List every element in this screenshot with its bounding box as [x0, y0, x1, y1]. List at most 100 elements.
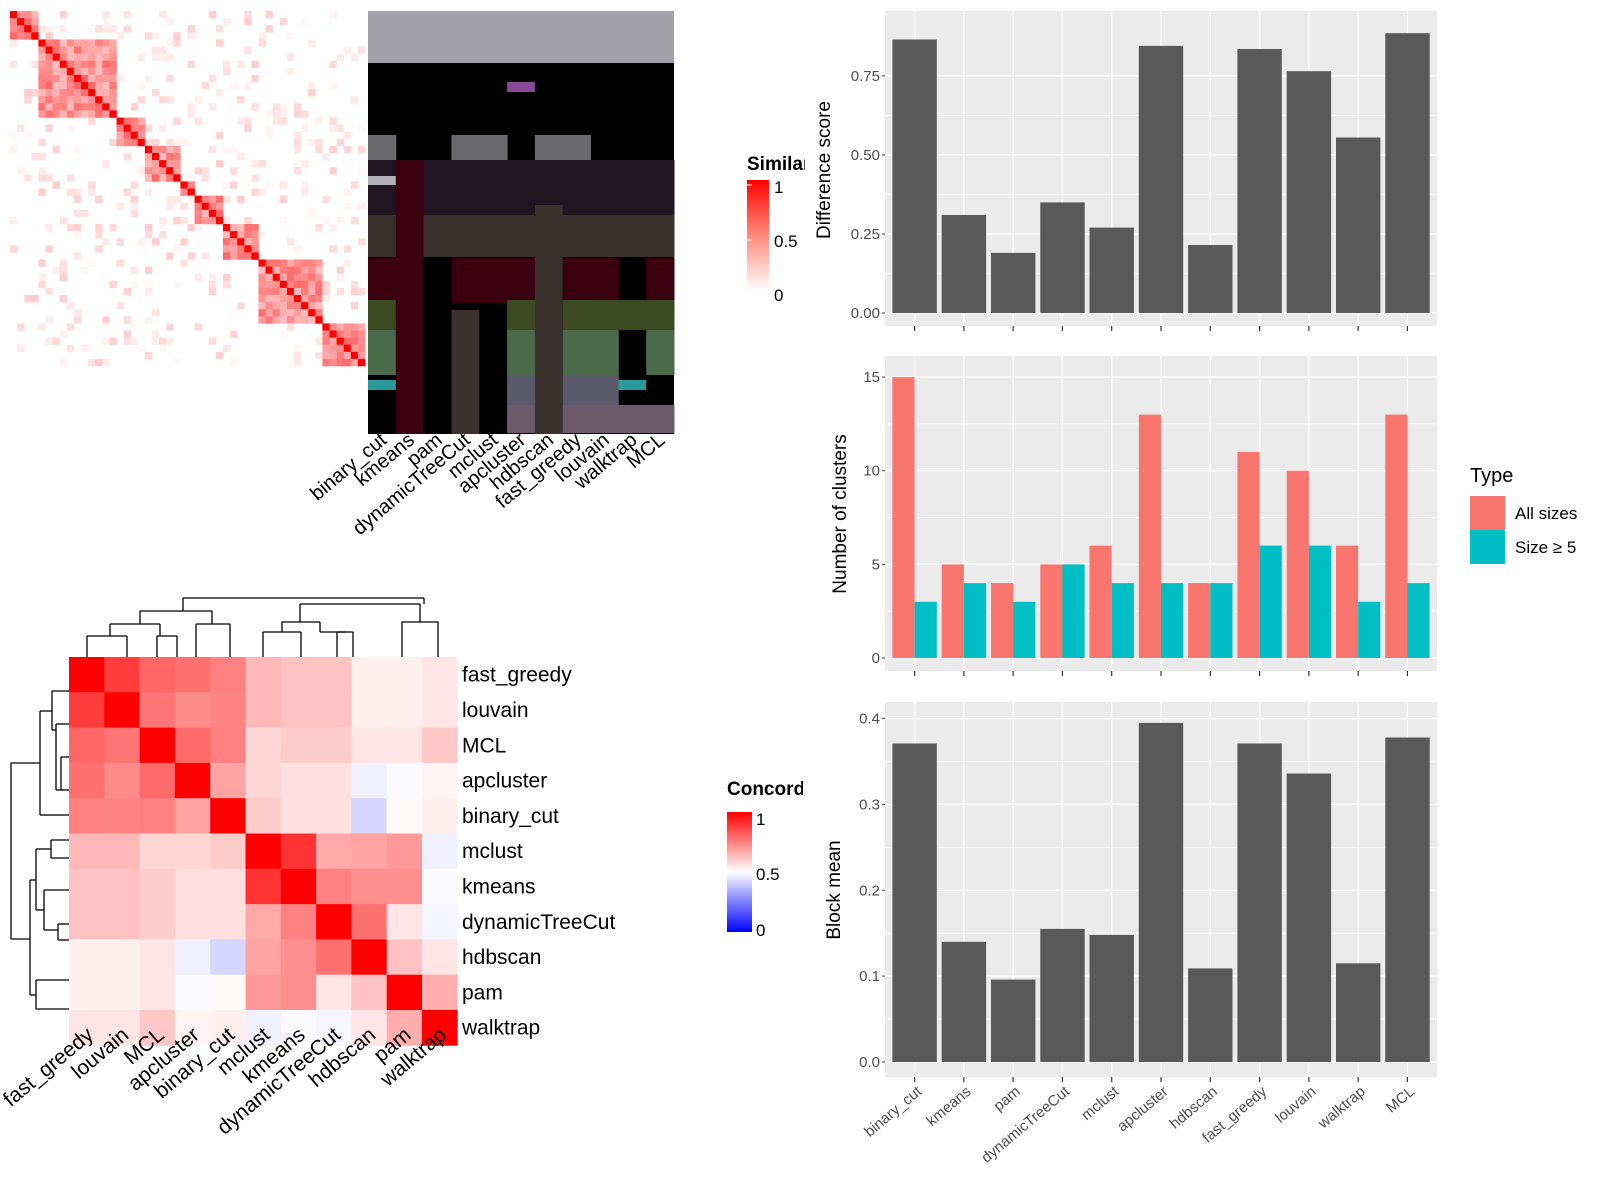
- similarity-cell: [272, 259, 281, 267]
- similarity-cell: [357, 167, 366, 175]
- similarity-cell: [88, 74, 96, 83]
- similarity-cell: [88, 188, 96, 196]
- similarity-cell: [258, 231, 266, 239]
- similarity-cell: [59, 74, 68, 83]
- similarity-cell: [294, 344, 302, 353]
- similarity-cell: [24, 96, 32, 104]
- similarity-cell: [286, 323, 295, 331]
- annotation-block: [368, 258, 397, 303]
- similarity-cell: [38, 103, 46, 111]
- similarity-cell: [286, 316, 295, 324]
- similarity-cell: [215, 195, 224, 203]
- similarity-cell: [230, 181, 238, 189]
- concordance-cell: [386, 833, 423, 870]
- similarity-cell: [31, 295, 39, 303]
- similarity-cell: [350, 181, 359, 189]
- concordance-cell: [316, 939, 352, 976]
- similarity-cell: [350, 330, 359, 338]
- similarity-cell: [52, 103, 60, 111]
- similarity-cell: [45, 60, 53, 69]
- similarity-cell: [144, 316, 153, 324]
- similarity-cell: [308, 138, 316, 147]
- concordance-cell: [386, 727, 423, 764]
- legend-swatch-all-sizes: [1470, 496, 1505, 530]
- similarity-cell: [244, 46, 252, 54]
- annotation-block: [423, 160, 452, 215]
- similarity-cell: [272, 280, 281, 289]
- similarity-cell: [31, 60, 39, 69]
- similarity-cell: [130, 280, 139, 289]
- similarity-cell: [144, 32, 153, 40]
- similarity-cell: [223, 195, 231, 203]
- annotation-band: [368, 11, 674, 63]
- similarity-cell: [73, 231, 82, 239]
- similarity-cell: [357, 202, 366, 211]
- similarity-cell: [81, 67, 89, 76]
- similarity-cell: [329, 60, 337, 69]
- bar: [1336, 545, 1359, 658]
- concordance-cell: [245, 727, 282, 764]
- similarity-cell: [294, 266, 302, 274]
- similarity-cell: [123, 138, 131, 147]
- annotation-block: [646, 300, 675, 330]
- similarity-colorbar: [747, 180, 769, 291]
- similarity-cell: [251, 103, 259, 111]
- similarity-tick-1: 1: [774, 178, 783, 197]
- similarity-cell: [66, 53, 75, 61]
- concordance-cell: [69, 833, 105, 870]
- y-tick-label: 5: [872, 556, 880, 573]
- similarity-cell: [123, 330, 131, 338]
- similarity-cell: [180, 188, 188, 196]
- similarity-cell: [223, 181, 231, 189]
- similarity-cell: [95, 39, 103, 47]
- similarity-cell: [45, 174, 53, 182]
- concordance-cell: [316, 1010, 352, 1046]
- similarity-cell: [59, 266, 68, 274]
- similarity-cell: [102, 46, 110, 54]
- similarity-cell: [59, 273, 68, 282]
- similarity-cell: [130, 209, 139, 218]
- similarity-cell: [294, 309, 302, 317]
- similarity-cell: [81, 103, 89, 111]
- similarity-cell: [109, 82, 117, 90]
- similarity-cell: [315, 337, 323, 345]
- similarity-cell: [279, 330, 288, 338]
- similarity-cell: [31, 32, 39, 40]
- similarity-cell: [251, 224, 259, 232]
- similarity-cell: [329, 145, 337, 154]
- bar: [1188, 583, 1211, 658]
- similarity-cell: [336, 266, 344, 274]
- bar: [1286, 773, 1332, 1062]
- similarity-cell: [315, 351, 323, 360]
- concordance-cell: [386, 798, 423, 834]
- similarity-cell: [215, 25, 224, 33]
- similarity-method-labels: binary_cutkmeanspamdynamicTreeCutmclusta…: [306, 429, 669, 540]
- similarity-cell: [59, 11, 68, 19]
- similarity-cell: [265, 309, 273, 317]
- similarity-cell: [315, 280, 323, 289]
- similarity-cell: [315, 302, 323, 310]
- concordance-cell: [351, 868, 388, 905]
- similarity-cell: [137, 124, 146, 132]
- annotation-block: [562, 215, 591, 257]
- concordance-tick-0: 0: [756, 921, 765, 940]
- similarity-cell: [95, 110, 103, 118]
- similarity-cell: [24, 25, 32, 33]
- similarity-cell: [59, 259, 68, 267]
- similarity-cell: [38, 46, 46, 54]
- similarity-cell: [308, 273, 316, 282]
- similarity-cell: [301, 302, 309, 310]
- concordance-cell: [174, 939, 211, 976]
- similarity-cell: [251, 245, 259, 253]
- similarity-cell: [109, 25, 117, 33]
- similarity-cell: [123, 25, 131, 33]
- similarity-cell: [301, 266, 309, 274]
- similarity-cell: [73, 96, 82, 104]
- similarity-cell: [81, 53, 89, 61]
- similarity-cell: [244, 11, 252, 19]
- similarity-cell: [258, 188, 266, 196]
- concordance-cell: [69, 939, 105, 976]
- concordance-cell: [386, 692, 423, 728]
- similarity-cell: [73, 74, 82, 83]
- similarity-cell: [137, 82, 146, 90]
